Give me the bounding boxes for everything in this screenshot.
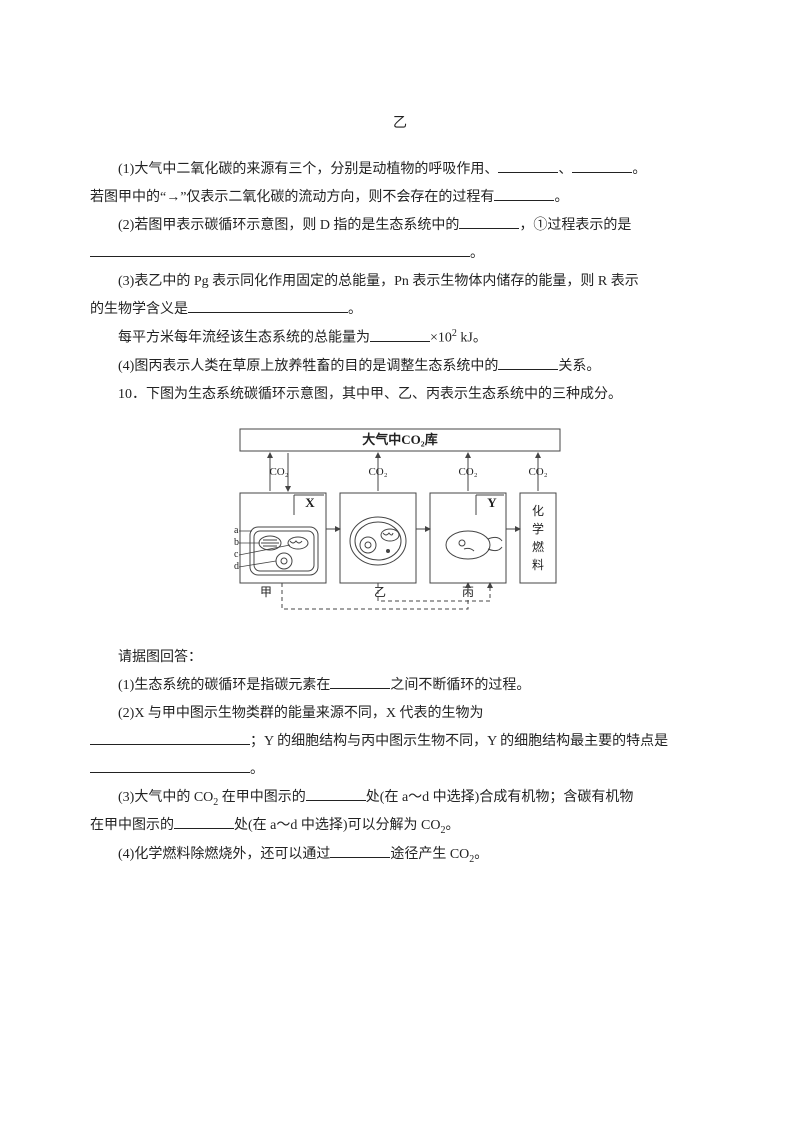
svg-text:乙: 乙 [374, 585, 386, 599]
q10-2-b: ；Y 的细胞结构与丙中图示生物不同，Y 的细胞结构最主要的特点是 [250, 734, 668, 749]
svg-text:a: a [234, 525, 239, 536]
svg-text:学: 学 [532, 521, 544, 536]
svg-text:CO₂: CO₂ [368, 466, 387, 478]
q10-3: (3)大气中的 CO2 在甲中图示的处(在 a～d 中选择)合成有机物；含碳有机… [90, 784, 710, 813]
q3c-line: 每平方米每年流经该生态系统的总能量为×102 kJ。 [90, 324, 710, 353]
q10-2-tail: 。 [250, 762, 264, 777]
q10-3-e: 处(在 a～d 中选择)可以分解为 CO [234, 818, 441, 833]
svg-text:燃: 燃 [532, 539, 544, 554]
q10-4-a: (4)化学燃料除燃烧外，还可以通过 [118, 847, 330, 862]
q1-line1: (1)大气中二氧化碳的来源有三个，分别是动植物的呼吸作用、 、 。 [90, 156, 710, 184]
q1-b-tail: 。 [554, 190, 568, 205]
q1-line2: 若图甲中的“→”仅表示二氧化碳的流动方向，则不会存在的过程有 。 [90, 184, 710, 212]
q3-b: 的生物学含义是 [90, 302, 188, 317]
q3c-unit: kJ。 [457, 331, 487, 346]
q10-2c: 。 [90, 756, 710, 784]
q10-3-tail: 。 [446, 818, 460, 833]
q1-text-a: (1)大气中二氧化碳的来源有三个，分别是动植物的呼吸作用、 [118, 162, 498, 177]
blank [90, 242, 470, 257]
diagram-svg: 大气中CO₂库 CO₂ CO₂ CO₂ CO₂ X [210, 423, 590, 623]
q3-line2: 的生物学含义是 。 [90, 296, 710, 324]
q10-1-b: 之间不断循环的过程。 [390, 678, 530, 693]
svg-text:c: c [234, 549, 239, 560]
q10-3-c: 处(在 a～d 中选择)合成有机物；含碳有机物 [366, 790, 634, 805]
blank [90, 730, 250, 745]
q1-tail: 。 [632, 162, 646, 177]
blank [174, 814, 234, 829]
q10-3b: 在甲中图示的处(在 a～d 中选择)可以分解为 CO2。 [90, 812, 710, 841]
label-yi: 乙 [90, 110, 710, 138]
q10-4-tail: 。 [474, 847, 488, 862]
blank [306, 786, 366, 801]
svg-text:料: 料 [532, 558, 544, 572]
q10-2: (2)X 与甲中图示生物类群的能量来源不同，X 代表的生物为 [90, 700, 710, 728]
q4-a: (4)图丙表示人类在草原上放养牲畜的目的是调整生态系统中的 [118, 359, 498, 374]
svg-text:大气中CO₂库: 大气中CO₂库 [362, 432, 437, 447]
blank [330, 674, 390, 689]
q10-3-a: (3)大气中的 CO [118, 790, 213, 805]
blank [330, 843, 390, 858]
q10-3-b: 在甲中图示的 [218, 790, 306, 805]
q4-line: (4)图丙表示人类在草原上放养牲畜的目的是调整生态系统中的 关系。 [90, 353, 710, 381]
q10-1-a: (1)生态系统的碳循环是指碳元素在 [118, 678, 330, 693]
svg-text:d: d [234, 561, 239, 572]
svg-text:b: b [234, 537, 239, 548]
blank [498, 355, 558, 370]
q10-3-d: 在甲中图示的 [90, 818, 174, 833]
blank [188, 298, 348, 313]
blank [459, 214, 519, 229]
q10-4: (4)化学燃料除燃烧外，还可以通过途径产生 CO2。 [90, 841, 710, 870]
svg-text:CO₂: CO₂ [458, 466, 477, 478]
blank [498, 158, 558, 173]
q3c-a: 每平方米每年流经该生态系统的总能量为 [118, 331, 370, 346]
q2-a: (2)若图甲表示碳循环示意图，则 D 指的是生态系统中的 [118, 218, 459, 233]
svg-text:CO₂: CO₂ [269, 466, 288, 478]
q4-b: 关系。 [558, 359, 600, 374]
q3c-b: ×10 [430, 331, 452, 346]
svg-text:化: 化 [532, 504, 544, 518]
q3-a: (3)表乙中的 Pg 表示同化作用固定的总能量，Pn 表示生物体内储存的能量，则… [118, 274, 639, 289]
q10-intro: 10．下图为生态系统碳循环示意图，其中甲、乙、丙表示生态系统中的三种成分。 [90, 381, 710, 409]
carbon-cycle-diagram: 大气中CO₂库 CO₂ CO₂ CO₂ CO₂ X [90, 423, 710, 634]
svg-text:X: X [305, 495, 315, 510]
q10-2b: ；Y 的细胞结构与丙中图示生物不同，Y 的细胞结构最主要的特点是 [90, 728, 710, 756]
blank [90, 758, 250, 773]
q10-4-b: 途径产生 CO [390, 847, 469, 862]
q2-line2: 。 [90, 240, 710, 268]
q10-1: (1)生态系统的碳循环是指碳元素在 之间不断循环的过程。 [90, 672, 710, 700]
q2-tail: 。 [470, 246, 484, 261]
blank [494, 186, 554, 201]
q2-b: ，①过程表示的是 [519, 218, 631, 233]
q1-sep: 、 [558, 162, 572, 177]
q2-line: (2)若图甲表示碳循环示意图，则 D 指的是生态系统中的 ，①过程表示的是 [90, 212, 710, 240]
blank [370, 327, 430, 342]
q3-tail: 。 [348, 302, 362, 317]
svg-text:CO₂: CO₂ [528, 466, 547, 478]
q3-line: (3)表乙中的 Pg 表示同化作用固定的总能量，Pn 表示生物体内储存的能量，则… [90, 268, 710, 296]
svg-text:Y: Y [487, 495, 497, 510]
q10-2-a: (2)X 与甲中图示生物类群的能量来源不同，X 代表的生物为 [118, 706, 484, 721]
q1-text-b: 若图甲中的“→”仅表示二氧化碳的流动方向，则不会存在的过程有 [90, 190, 494, 205]
blank [572, 158, 632, 173]
svg-text:甲: 甲 [260, 585, 272, 599]
q-prompt: 请据图回答： [90, 644, 710, 672]
